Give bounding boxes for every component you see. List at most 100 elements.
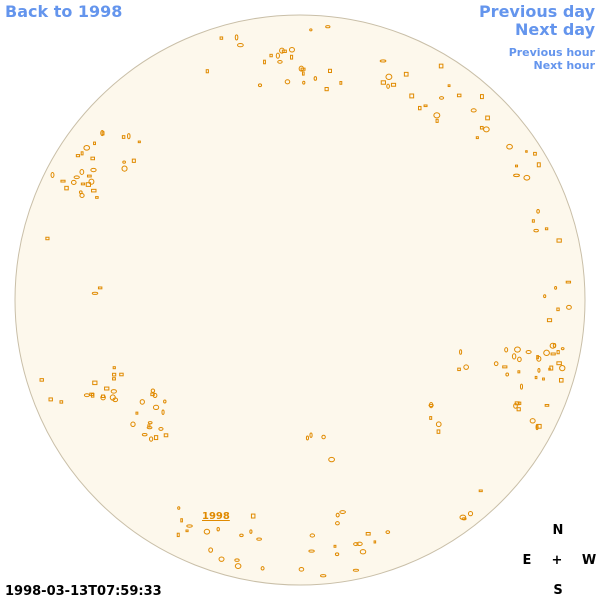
feature-contour xyxy=(543,349,550,357)
feature-contour xyxy=(566,304,572,310)
feature-contour xyxy=(50,171,55,178)
feature-contour xyxy=(121,135,126,139)
feature-contour xyxy=(150,392,155,397)
feature-contour xyxy=(515,164,519,168)
feature-contour xyxy=(298,65,304,72)
feature-contour xyxy=(93,141,96,146)
feature-contour xyxy=(525,150,528,153)
feature-contour xyxy=(152,392,158,398)
feature-contour xyxy=(88,178,95,185)
feature-contour xyxy=(456,93,462,98)
feature-contour xyxy=(48,397,53,402)
feature-contour xyxy=(180,518,183,523)
next-day-link[interactable]: Next day xyxy=(515,20,596,39)
feature-contour xyxy=(177,506,181,510)
feature-contour xyxy=(234,34,239,41)
feature-contour xyxy=(321,434,326,440)
feature-contour xyxy=(152,404,160,411)
feature-contour xyxy=(373,540,377,544)
feature-contour xyxy=(325,25,331,29)
feature-contour xyxy=(423,104,428,108)
back-link[interactable]: Back to 1998 xyxy=(5,2,122,21)
feature-contour xyxy=(148,436,154,442)
feature-contour xyxy=(493,361,499,367)
feature-contour xyxy=(275,52,280,59)
feature-contour xyxy=(536,162,541,168)
feature-contour xyxy=(435,421,442,428)
feature-contour xyxy=(234,558,240,562)
feature-contour xyxy=(257,83,263,88)
feature-contour xyxy=(110,389,117,394)
feature-contour xyxy=(536,208,540,214)
feature-contour xyxy=(39,378,44,382)
feature-contour xyxy=(90,156,95,161)
feature-contour xyxy=(90,167,97,173)
feature-contour xyxy=(502,365,508,369)
feature-contour xyxy=(158,427,164,431)
feature-contour xyxy=(112,377,116,381)
disk-label-link[interactable]: 1998 xyxy=(202,511,230,522)
feature-contour xyxy=(205,69,209,74)
feature-contour xyxy=(89,392,95,396)
feature-contour xyxy=(418,105,422,111)
feature-contour xyxy=(479,94,484,100)
next-hour-link[interactable]: Next hour xyxy=(534,59,596,72)
feature-contour xyxy=(269,53,273,58)
feature-contour xyxy=(101,131,105,136)
feature-contour xyxy=(260,566,265,571)
feature-contour xyxy=(263,59,266,65)
feature-contour xyxy=(457,367,461,372)
feature-contour xyxy=(517,370,521,374)
feature-contour xyxy=(112,366,116,370)
feature-contour xyxy=(73,175,80,180)
feature-contour xyxy=(79,169,85,175)
compass-east: E xyxy=(523,553,532,568)
feature-contour xyxy=(119,372,124,377)
feature-contour xyxy=(438,96,445,100)
feature-contour xyxy=(365,531,371,536)
feature-contour xyxy=(122,160,126,164)
feature-contour xyxy=(517,356,522,363)
feature-contour xyxy=(514,346,521,353)
feature-contour xyxy=(305,435,310,441)
feature-contour xyxy=(505,372,510,377)
solar-disk xyxy=(14,14,586,586)
feature-contour xyxy=(216,527,220,532)
previous-hour-link[interactable]: Previous hour xyxy=(509,46,596,59)
feature-contour xyxy=(256,537,262,541)
feature-contour xyxy=(542,377,545,381)
feature-contour xyxy=(352,568,360,572)
feature-contour xyxy=(60,179,66,183)
feature-contour xyxy=(479,125,484,130)
feature-contour xyxy=(339,510,346,514)
feature-contour xyxy=(112,372,117,377)
feature-contour xyxy=(301,71,305,76)
feature-contour xyxy=(459,349,463,355)
previous-day-link[interactable]: Previous day xyxy=(479,2,596,21)
feature-contour xyxy=(234,563,242,569)
feature-contour xyxy=(544,404,550,407)
feature-contour xyxy=(436,429,441,434)
feature-contour xyxy=(485,115,490,121)
feature-contour xyxy=(328,68,332,74)
feature-contour xyxy=(185,529,189,533)
feature-contour xyxy=(97,286,103,290)
feature-contour xyxy=(359,549,367,555)
feature-contour xyxy=(529,418,536,424)
feature-contour xyxy=(147,421,153,425)
feature-contour xyxy=(320,574,327,578)
feature-contour xyxy=(131,158,136,163)
feature-contour xyxy=(59,400,64,404)
feature-contour xyxy=(284,79,291,85)
feature-contour xyxy=(239,533,244,538)
feature-contour xyxy=(163,399,167,404)
feature-contour xyxy=(80,151,84,156)
feature-contour xyxy=(517,401,522,405)
feature-contour xyxy=(91,188,97,193)
feature-contour xyxy=(380,80,386,85)
feature-contour xyxy=(438,63,444,69)
feature-contour xyxy=(409,93,415,99)
compass-center: + xyxy=(552,553,563,568)
feature-contour xyxy=(390,82,397,87)
